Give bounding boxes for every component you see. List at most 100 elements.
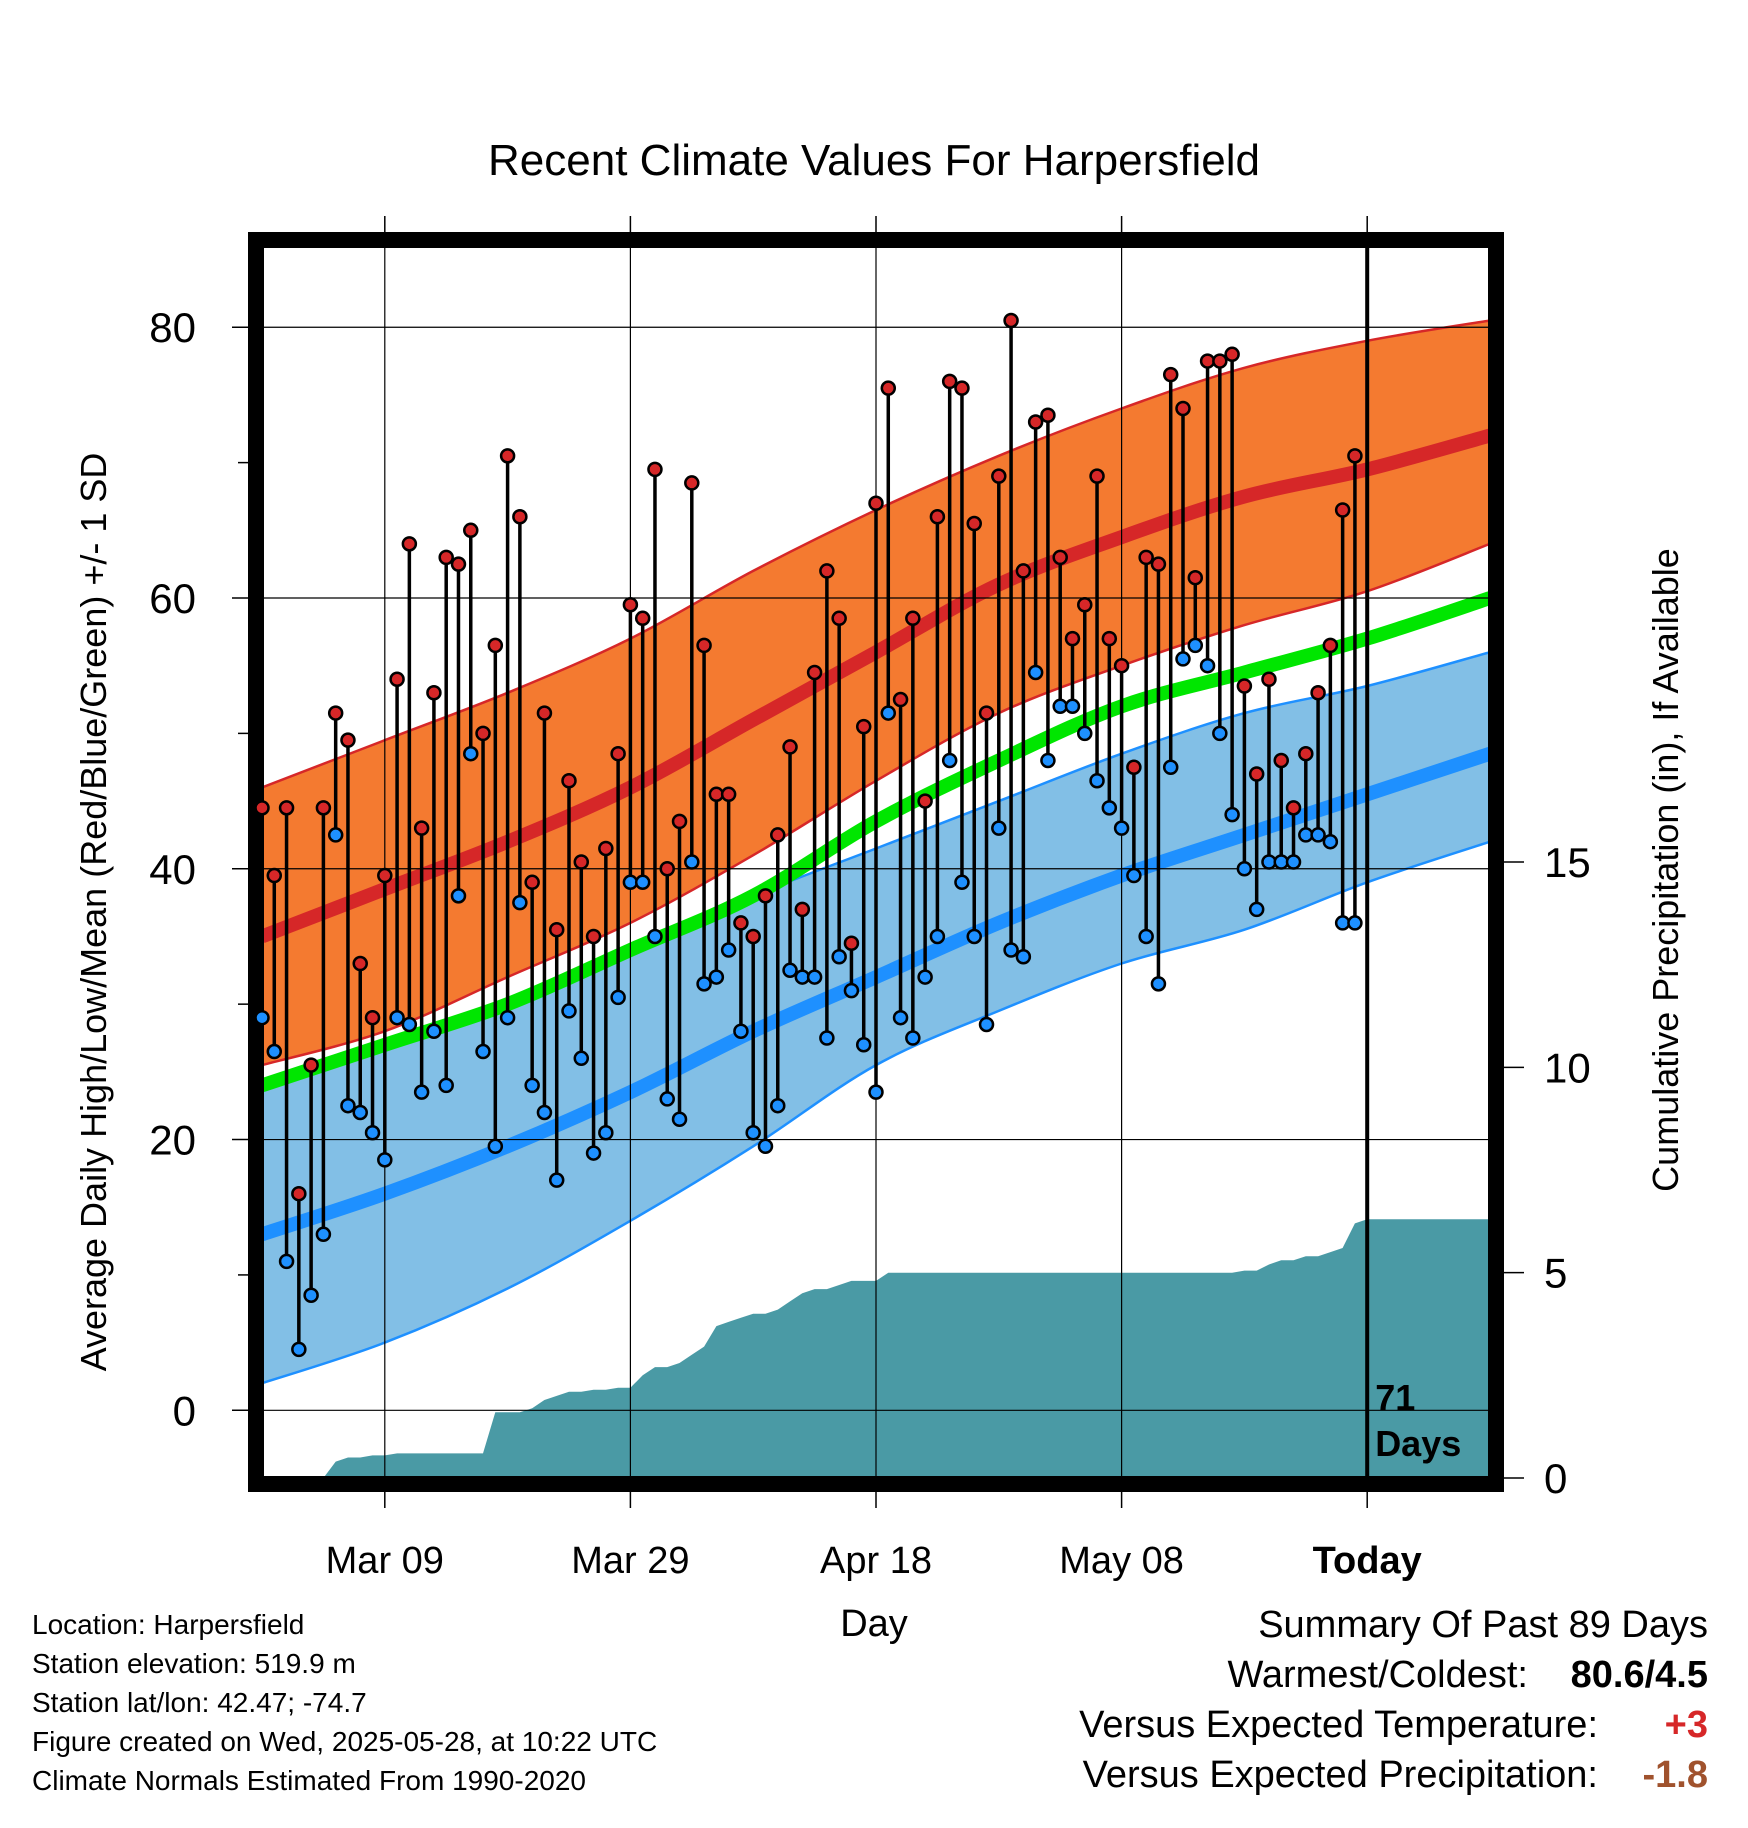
daily-high-point xyxy=(868,495,884,511)
data-marks xyxy=(254,312,1363,1358)
daily-low-point xyxy=(1310,827,1326,843)
daily-high-point xyxy=(622,597,639,613)
y-tick-label-right: 10 xyxy=(1544,1044,1591,1091)
daily-high-point xyxy=(782,739,798,755)
daily-high-point xyxy=(475,725,491,742)
daily-high-point xyxy=(671,813,688,830)
summary-panel: Summary Of Past 89 Days Warmest/Coldest:… xyxy=(1079,1600,1708,1800)
daily-high-point xyxy=(1150,556,1167,572)
daily-low-point xyxy=(438,1077,454,1094)
daily-high-point xyxy=(450,556,467,572)
daily-high-point xyxy=(1015,563,1032,579)
daily-low-point xyxy=(868,1084,884,1100)
daily-low-point xyxy=(340,1097,356,1114)
daily-high-point xyxy=(745,928,761,945)
daily-low-point xyxy=(1015,949,1032,965)
daily-low-point xyxy=(1248,901,1265,918)
daily-high-point xyxy=(1298,745,1314,762)
daily-high-point xyxy=(1322,637,1339,654)
daily-low-point xyxy=(843,982,860,999)
location-text: Location: Harpersfield xyxy=(32,1609,305,1640)
today-days-label: Days xyxy=(1375,1423,1461,1464)
daily-low-point xyxy=(266,1043,283,1060)
daily-high-point xyxy=(377,867,393,884)
daily-high-point xyxy=(463,522,479,539)
daily-high-point xyxy=(1126,759,1142,775)
x-tick-label: Apr 18 xyxy=(820,1540,932,1582)
daily-low-point xyxy=(1162,759,1179,775)
daily-low-point xyxy=(819,1030,835,1046)
y-tick-label-left: 0 xyxy=(173,1387,196,1434)
daily-high-point xyxy=(1236,678,1253,694)
daily-high-point xyxy=(806,664,823,681)
daily-low-point xyxy=(364,1125,381,1141)
daily-high-point xyxy=(598,840,614,857)
daily-high-point xyxy=(647,461,663,478)
daily-high-point xyxy=(720,786,737,803)
daily-high-point xyxy=(352,955,368,972)
daily-low-point xyxy=(941,752,958,769)
daily-low-point xyxy=(954,874,970,891)
daily-low-point xyxy=(524,1077,540,1094)
x-axis-label: Day xyxy=(840,1603,908,1645)
daily-high-point xyxy=(831,610,847,627)
daily-high-point xyxy=(1052,549,1068,566)
daily-high-point xyxy=(659,861,675,877)
daily-low-point xyxy=(463,745,479,762)
daily-high-point xyxy=(991,468,1007,484)
daily-low-point xyxy=(757,1138,774,1155)
warmest-value: 80.6/4.5 xyxy=(1570,1654,1708,1696)
y-tick-label-left: 40 xyxy=(149,846,196,893)
daily-low-point xyxy=(254,1009,270,1026)
daily-high-point xyxy=(315,800,332,816)
y-tick-label-left: 20 xyxy=(149,1117,196,1164)
daily-low-point xyxy=(831,949,847,965)
summary-title: Summary Of Past 89 Days xyxy=(1258,1604,1708,1646)
daily-high-point xyxy=(1187,569,1204,586)
daily-low-point xyxy=(708,969,725,985)
daily-high-point xyxy=(413,820,430,836)
daily-low-point xyxy=(291,1341,307,1358)
daily-low-point xyxy=(696,976,712,992)
daily-high-point xyxy=(1334,502,1351,518)
daily-high-point xyxy=(303,1057,319,1073)
daily-low-point xyxy=(426,1023,442,1039)
daily-high-point xyxy=(1138,549,1154,566)
daily-low-point xyxy=(892,1009,909,1026)
chart-title: Recent Climate Values For Harpersfield xyxy=(488,136,1260,185)
x-tick-label: May 08 xyxy=(1059,1540,1184,1582)
daily-low-point xyxy=(1138,928,1154,945)
daily-low-point xyxy=(684,854,700,870)
daily-low-point xyxy=(598,1125,614,1141)
daily-low-point xyxy=(671,1111,688,1127)
daily-low-point xyxy=(327,827,344,843)
daily-high-point xyxy=(1285,800,1302,816)
daily-high-point xyxy=(573,854,590,870)
daily-low-point xyxy=(536,1104,553,1121)
x-tick-label: Mar 09 xyxy=(326,1540,444,1582)
y-tick-label-right: 0 xyxy=(1544,1455,1567,1502)
latlon-text: Station lat/lon: 42.47; -74.7 xyxy=(32,1687,367,1718)
daily-high-point xyxy=(684,475,700,491)
precip-value: -1.8 xyxy=(1642,1754,1708,1796)
daily-low-point xyxy=(1003,942,1019,958)
daily-low-point xyxy=(1113,820,1130,836)
daily-low-point xyxy=(745,1125,761,1141)
daily-low-point xyxy=(512,894,528,911)
daily-low-point xyxy=(855,1037,872,1053)
daily-high-point xyxy=(1224,346,1240,363)
daily-high-point xyxy=(254,800,270,816)
y-axis-label-right: Cumulative Precipitation (in), If Availa… xyxy=(1645,548,1686,1192)
daily-high-point xyxy=(1064,630,1081,647)
daily-low-point xyxy=(770,1097,786,1114)
daily-low-point xyxy=(475,1043,491,1060)
daily-high-point xyxy=(929,509,946,525)
daily-low-point xyxy=(905,1030,921,1046)
daily-low-point xyxy=(1285,854,1302,870)
daily-low-point xyxy=(1126,867,1142,884)
daily-low-point xyxy=(1187,637,1204,654)
daily-high-point xyxy=(1040,407,1056,423)
daily-low-point xyxy=(929,928,946,945)
daily-low-point xyxy=(548,1172,565,1188)
daily-low-point xyxy=(450,888,467,904)
